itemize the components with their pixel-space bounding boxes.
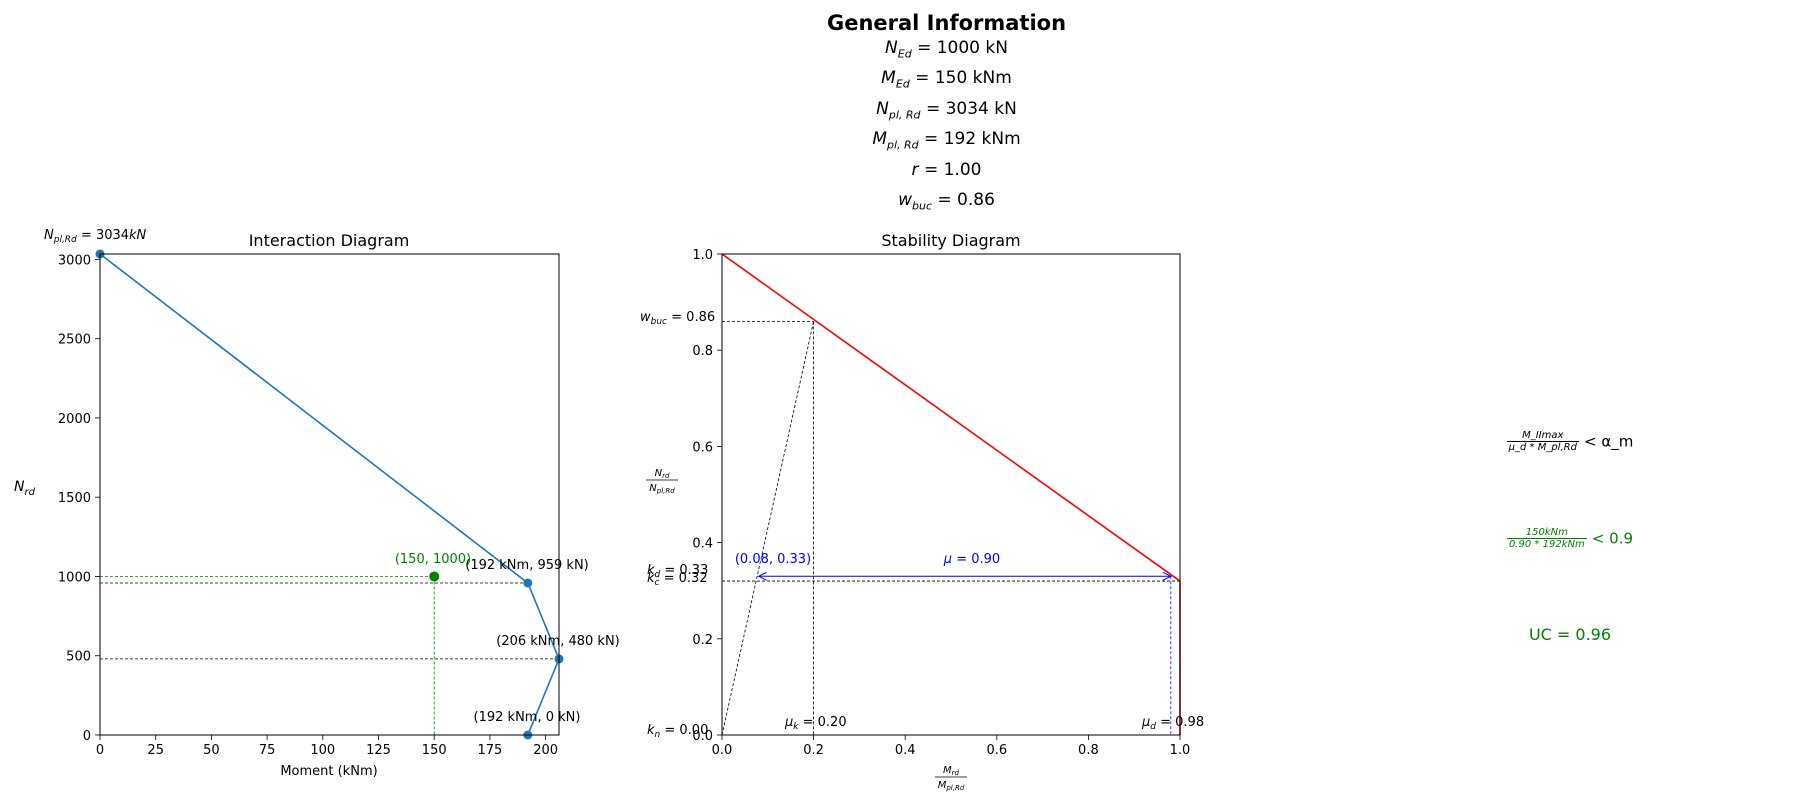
mu-arrow-head-left <box>757 571 767 581</box>
formula: M_IImax μ_d * M_pl,Rd < α_m <box>1480 430 1660 453</box>
point-label-480: (206 kNm, 480 kN) <box>496 634 619 649</box>
x-tick-label: 75 <box>259 743 276 758</box>
x-tick-label: 150 <box>422 743 447 758</box>
kc-annotation: kc = 0.32 <box>647 571 708 588</box>
y-tick-label: 0.6 <box>692 440 713 455</box>
stability-diagram-title: Stability Diagram <box>881 231 1020 250</box>
general-information: General Information NEd = 1000 kN MEd = … <box>0 10 1800 218</box>
design-point <box>429 571 440 582</box>
formula-rhs: < α_m <box>1584 432 1634 451</box>
x-tick-label: 0.0 <box>712 743 733 758</box>
design-point-label: (150, 1000) <box>395 552 471 567</box>
med-line: MEd = 150 kNm <box>881 68 1012 91</box>
x-tick-label: 0.2 <box>803 743 824 758</box>
svg-text:Nrd: Nrd <box>655 468 670 480</box>
x-tick-label: 200 <box>533 743 558 758</box>
y-tick-label: 1500 <box>58 491 91 506</box>
interaction-diagram-title: Interaction Diagram <box>249 231 410 250</box>
x-tick-label: 0.4 <box>895 743 916 758</box>
check-denominator: 0.90 * 192kNm <box>1508 539 1585 550</box>
check-rhs: < 0.9 <box>1591 529 1634 548</box>
wbuc-line: wbuc = 0.86 <box>898 189 995 213</box>
x-tick-label: 125 <box>366 743 391 758</box>
r-line: r = 1.00 <box>911 159 982 180</box>
uc-result: UC = 0.96 <box>1528 625 1612 644</box>
mplrd-line: Mpl, Rd = 192 kNm <box>872 129 1021 152</box>
point-label-0: (192 kNm, 0 kN) <box>474 710 581 725</box>
stability-diagram: Stability Diagram 0.0 0.2 0.4 0.6 0.8 1.0 0.0 0… <box>640 231 1204 792</box>
x-tick-label: 100 <box>310 743 335 758</box>
nplrd-line: Npl, Rd = 3034 kN <box>876 98 1017 122</box>
interaction-diagram: Interaction Diagram 0 25 50 75 100 125 150 175 2… <box>14 228 620 779</box>
kn-wbuc-guide <box>721 321 814 736</box>
interaction-point <box>523 578 533 588</box>
header-title: General Information <box>826 11 1067 35</box>
mu-annotation: μ = 0.90 <box>943 552 1000 567</box>
ned-line: NEd = 1000 kN <box>885 38 1008 61</box>
formula-denominator: μ_d * M_pl,Rd <box>1508 442 1577 453</box>
interaction-curve <box>99 253 560 736</box>
wbuc-annotation: wbuc = 0.86 <box>640 310 715 327</box>
y-tick-label: 0.2 <box>692 633 713 648</box>
kd-annotation: kd = 0.33 <box>647 563 708 580</box>
stability-curve <box>721 253 1181 735</box>
y-tick-label: 1000 <box>58 570 91 585</box>
y-tick-label: 2500 <box>58 333 91 348</box>
svg-text:Npl,Rd: Npl,Rd <box>649 483 675 495</box>
stability-y-axis-label: Nrd Npl,Rd <box>646 468 678 495</box>
y-tick-label: 0.0 <box>692 729 713 744</box>
stability-x-axis-label: Mrd Mpl,Rd <box>935 765 967 792</box>
kn-annotation: kn = 0.00 <box>647 723 708 740</box>
x-axis-label: Moment (kNm) <box>280 764 377 779</box>
x-tick-label: 0 <box>96 743 104 758</box>
x-tick-label: 25 <box>147 743 164 758</box>
y-tick-label: 0.8 <box>692 344 713 359</box>
x-tick-label: 0.6 <box>986 743 1007 758</box>
check-formula: 150kNm 0.90 * 192kNm < 0.9 <box>1480 527 1660 550</box>
point-label-959: (192 kNm, 959 kN) <box>465 558 588 573</box>
svg-text:Mpl,Rd: Mpl,Rd <box>938 780 965 792</box>
x-tick-label: 1.0 <box>1170 743 1191 758</box>
y-axis-label: Nrd <box>14 479 36 498</box>
y-tick-label: 3000 <box>58 253 91 268</box>
y-tick-label: 1.0 <box>692 248 713 263</box>
x-tick-label: 175 <box>478 743 503 758</box>
y-tick-label: 2000 <box>58 412 91 427</box>
formula-numerator: M_IImax <box>1506 430 1579 442</box>
point-annotation: (0.08, 0.33) <box>735 552 811 567</box>
y-tick-label: 0.4 <box>692 537 713 552</box>
interaction-plot-frame <box>99 253 560 736</box>
mu-d-annotation: μd = 0.98 <box>1141 715 1204 732</box>
y-tick-label: 0 <box>83 729 91 744</box>
check-numerator: 150kNm <box>1506 527 1587 539</box>
nplrd-annotation: Npl,Rd = 3034kN <box>44 228 147 245</box>
svg-text:Mrd: Mrd <box>943 765 960 777</box>
x-tick-label: 50 <box>203 743 220 758</box>
mu-arrow-head-right <box>1162 571 1172 581</box>
mu-k-annotation: μk = 0.20 <box>784 715 847 732</box>
x-tick-label: 0.8 <box>1078 743 1099 758</box>
y-tick-label: 500 <box>66 650 91 665</box>
stability-plot-frame <box>721 253 1181 736</box>
